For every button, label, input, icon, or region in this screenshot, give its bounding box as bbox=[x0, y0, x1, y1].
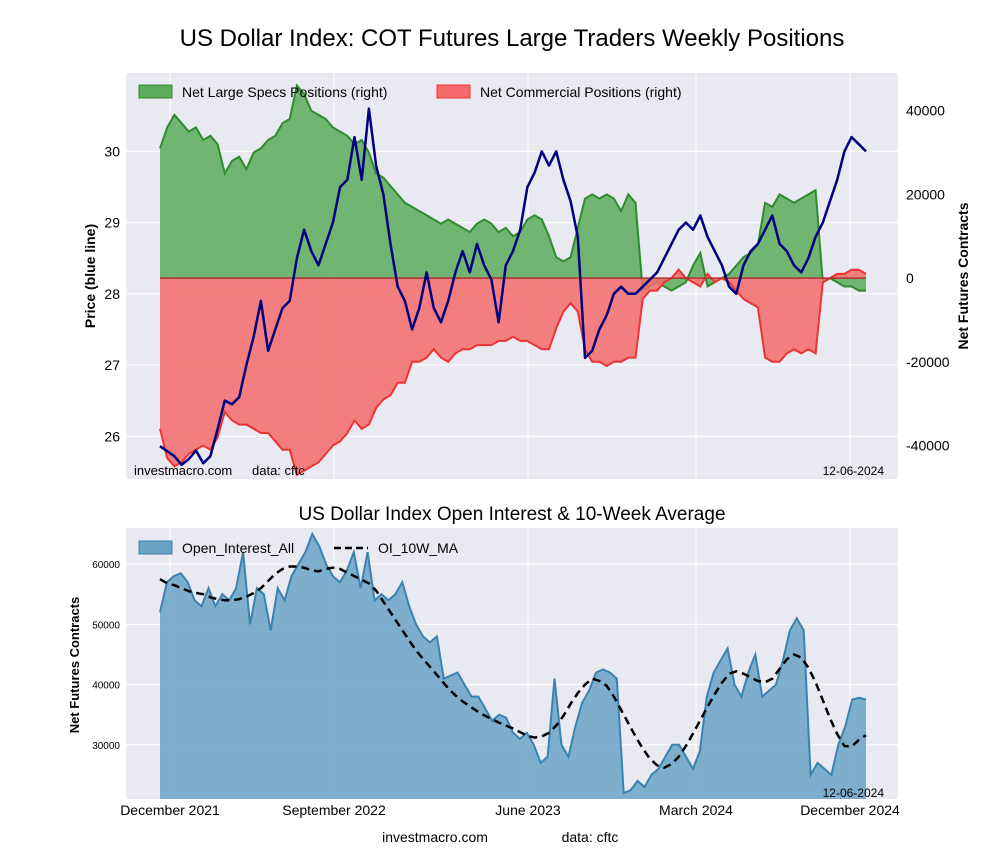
x-tick-1: September 2022 bbox=[282, 802, 386, 818]
bottom-title: US Dollar Index Open Interest & 10-Week … bbox=[298, 504, 725, 525]
x-tick-0: December 2021 bbox=[120, 802, 220, 818]
legend-label-oi: Open_Interest_All bbox=[182, 540, 294, 556]
bottom-legend: Open_Interest_All OI_10W_MA bbox=[138, 540, 459, 556]
bottom-left-axis: 30000 40000 50000 60000 bbox=[92, 560, 120, 752]
top-date-label: 12-06-2024 bbox=[823, 464, 885, 478]
bottom-left-tick-1: 40000 bbox=[92, 681, 120, 692]
legend-swatch-comm bbox=[436, 84, 471, 99]
bottom-x-axis: December 2021 September 2022 June 2023 Marc… bbox=[120, 802, 900, 818]
top-left-tick-3: 29 bbox=[104, 215, 120, 231]
bottom-areas bbox=[159, 531, 867, 799]
legend-swatch-oi bbox=[138, 540, 173, 555]
bottom-left-tick-2: 50000 bbox=[92, 620, 120, 631]
bottom-left-axis-label: Net Futures Contracts bbox=[67, 597, 82, 734]
comm-area bbox=[160, 269, 866, 475]
top-left-tick-2: 28 bbox=[104, 286, 120, 302]
top-right-tick-4: 40000 bbox=[906, 103, 945, 119]
top-right-tick-1: -20000 bbox=[906, 354, 950, 370]
comm-line bbox=[159, 268, 867, 477]
legend-swatch-specs bbox=[138, 84, 173, 99]
top-right-tick-0: -40000 bbox=[906, 438, 950, 454]
top-right-axis-label: Net Futures Contracts bbox=[955, 202, 971, 349]
legend-label-comm: Net Commercial Positions (right) bbox=[480, 84, 682, 100]
top-price-line-group bbox=[159, 107, 867, 467]
bottom-panel: 30000 40000 50000 60000 December 2021 Septem… bbox=[67, 528, 900, 818]
price-line bbox=[159, 107, 867, 467]
top-legend: Net Large Specs Positions (right) Net Co… bbox=[138, 84, 682, 100]
top-panel: 26 27 28 29 30 -40000 -20000 0 20000 40000 Price… bbox=[82, 73, 971, 479]
top-right-tick-2: 0 bbox=[906, 270, 914, 286]
open-interest-area bbox=[160, 534, 866, 799]
x-tick-3: March 2024 bbox=[659, 802, 733, 818]
bottom-left-tick-0: 30000 bbox=[92, 741, 120, 752]
top-left-tick-1: 27 bbox=[104, 357, 120, 373]
top-left-axis-label: Price (blue line) bbox=[82, 224, 98, 328]
bottom-date-label: 12-06-2024 bbox=[823, 786, 885, 800]
top-right-axis: -40000 -20000 0 20000 40000 bbox=[906, 103, 950, 454]
legend-label-ma: OI_10W_MA bbox=[378, 540, 459, 556]
specs-area bbox=[160, 85, 866, 291]
legend-label-specs: Net Large Specs Positions (right) bbox=[182, 84, 387, 100]
x-tick-4: December 2024 bbox=[800, 802, 900, 818]
top-watermark-site: investmacro.com bbox=[134, 463, 232, 478]
top-watermark-source: data: cftc bbox=[252, 463, 305, 478]
top-left-tick-4: 30 bbox=[104, 143, 120, 159]
oi-ma-line bbox=[159, 565, 867, 770]
open-interest-line bbox=[159, 531, 867, 795]
top-left-axis: 26 27 28 29 30 bbox=[104, 143, 120, 444]
bottom-ma-line-group bbox=[159, 565, 867, 770]
x-tick-2: June 2023 bbox=[495, 802, 561, 818]
top-left-tick-0: 26 bbox=[104, 428, 120, 444]
bottom-left-tick-3: 60000 bbox=[92, 560, 120, 571]
main-title: US Dollar Index: COT Futures Large Trade… bbox=[180, 25, 845, 52]
top-right-tick-3: 20000 bbox=[906, 186, 945, 202]
footer-site: investmacro.com bbox=[382, 829, 488, 845]
footer-source: data: cftc bbox=[562, 829, 619, 845]
